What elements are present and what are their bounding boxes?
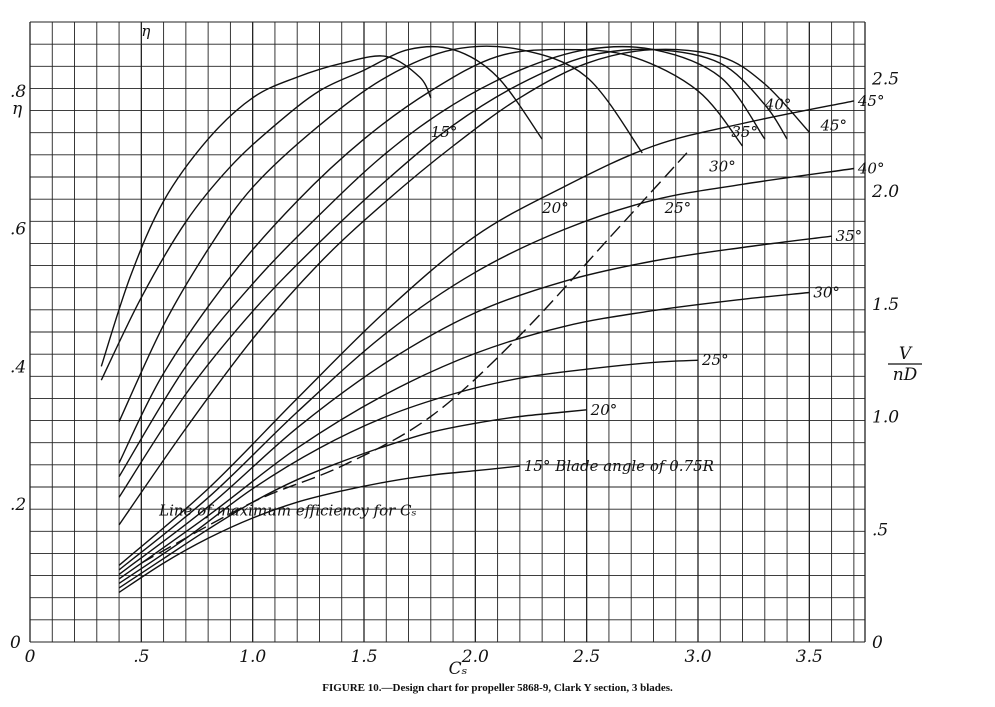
eta-curve-family-label: η (141, 22, 150, 40)
max-efficiency-line (140, 152, 688, 564)
eta-curve-25deg (118, 45, 643, 422)
grid (29, 21, 866, 643)
vnd-curve-40deg (118, 167, 855, 571)
right-tick-label: 1.0 (872, 408, 899, 428)
left-tick-label: .6 (10, 220, 26, 240)
x-axis-title: Cₛ (449, 659, 468, 679)
left-axis-title: η (12, 99, 23, 119)
x-tick-label: 1.0 (239, 647, 266, 667)
right-axis-title-den: nD (893, 365, 918, 385)
eta-curve-15deg (100, 55, 432, 367)
left-tick-label: .2 (10, 495, 26, 515)
right-tick-label: 1.5 (872, 295, 899, 315)
vnd-curve-25deg (118, 359, 699, 584)
left-tick-label: .4 (10, 357, 26, 377)
eta-curve-30deg (118, 48, 744, 464)
eta-label: 45° (819, 116, 847, 134)
propeller-design-chart: 0.5 1.0 1.5 2.0 2.5 3.0 3.5.8.6.4.202.52.01.51… (10, 21, 922, 679)
vnd-label: 25° (701, 351, 729, 369)
eta-label: 35° (731, 123, 758, 141)
figure-caption: FIGURE 10.—Design chart for propeller 58… (322, 682, 673, 694)
eta-label: 25° (664, 199, 692, 217)
eta-curve-35deg (118, 45, 766, 478)
eta-label: 20° (541, 199, 569, 217)
vnd-curve-35deg (118, 235, 832, 575)
eta-curve-45deg (118, 48, 810, 526)
x-tick-label: 2.5 (572, 647, 600, 667)
vnd-curve-15deg (118, 465, 520, 593)
vnd-label: 40° (857, 160, 885, 178)
right-tick-label: 2.5 (871, 69, 899, 89)
left-tick-label: 0 (10, 633, 21, 653)
x-tick-label: 2.0 (461, 647, 489, 667)
eta-label: 40° (764, 96, 792, 114)
tick-labels: 0 .5 1.0 1.5 2.0 2.5 3.0 3.5 .8 .6 .4 .2 0 2.5 2.0 1.5 1… (10, 69, 899, 667)
left-tick-label: .8 (10, 82, 26, 102)
x-tick-label: 3.5 (796, 647, 823, 667)
x-tick-label: .5 (133, 647, 149, 667)
eta-curve-20deg (100, 45, 543, 381)
right-tick-label: .5 (872, 520, 888, 540)
vnd-label: 15° Blade angle of 0.75R (524, 457, 714, 475)
x-tick-label: 0 (25, 647, 36, 667)
vnd-label: 20° (590, 401, 618, 419)
axis-titles: Cₛ η V nD (12, 99, 922, 679)
max-efficiency-label: Line of maximum efficiency for Cₛ (158, 502, 416, 520)
max-efficiency-dashed-line (140, 152, 688, 564)
right-axis-title-num: V (899, 344, 913, 364)
eta-label: 15° (431, 123, 458, 141)
right-tick-label: 2.0 (871, 182, 899, 202)
vnd-curve-20deg (118, 409, 587, 589)
vnd-label: 30° (813, 284, 840, 302)
right-tick-label: 0 (872, 633, 883, 653)
curve-labels: 15° Blade angle of 0.75R 20° 25° 30° 35° 40° 4… (141, 22, 884, 520)
vnd-label: 45° (857, 92, 885, 110)
vnd-curve-45deg (118, 100, 855, 566)
x-tick-label: 3.0 (684, 647, 711, 667)
eta-label: 30° (709, 158, 736, 176)
vnd-curve-30deg (118, 291, 810, 580)
x-tick-label: 1.5 (350, 647, 377, 667)
vnd-curves (118, 100, 855, 593)
vnd-label: 35° (836, 227, 863, 245)
eta-curve-40deg (118, 48, 788, 498)
efficiency-curves (100, 45, 810, 526)
